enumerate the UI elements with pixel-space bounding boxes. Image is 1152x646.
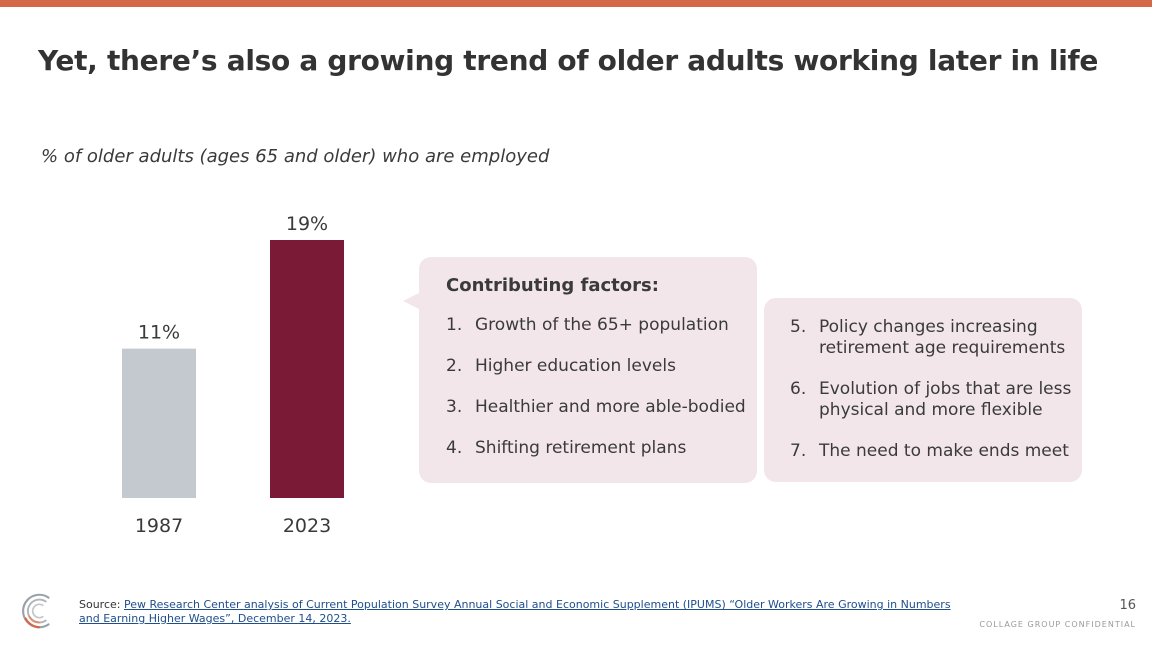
category-label-1987: 1987	[135, 515, 183, 537]
collage-group-logo-icon	[22, 593, 50, 629]
factor-number: 1.	[446, 315, 463, 335]
factor-item: 6. Evolution of jobs that are less physic…	[790, 379, 1072, 421]
factor-item: 7. The need to make ends meet	[790, 441, 1072, 462]
bar-2023	[270, 240, 344, 498]
factor-list-left: 1. Growth of the 65+ population 2. Higher …	[446, 315, 747, 459]
factor-item: 1. Growth of the 65+ population	[446, 315, 747, 336]
source-link[interactable]: Pew Research Center analysis of Current …	[79, 598, 951, 625]
category-label-2023: 2023	[283, 515, 331, 537]
factor-item: 5. Policy changes increasing retirement a…	[790, 317, 1072, 359]
factor-number: 5.	[790, 317, 807, 337]
bar-1987	[122, 348, 196, 498]
factor-list-right: 5. Policy changes increasing retirement a…	[790, 317, 1072, 462]
chart-subtitle: % of older adults (ages 65 and older) wh…	[41, 146, 550, 167]
data-label-1987: 11%	[138, 322, 180, 344]
data-label-2023: 19%	[286, 213, 328, 235]
factors-panel-left: Contributing factors: 1. Growth of the 65…	[403, 257, 757, 483]
top-accent-bar	[0, 0, 1152, 7]
factor-number: 2.	[446, 356, 463, 376]
page-number: 16	[1119, 598, 1136, 613]
factor-text: Evolution of jobs that are less physical…	[819, 379, 1072, 420]
factor-number: 7.	[790, 441, 807, 461]
factor-text: Shifting retirement plans	[475, 438, 687, 458]
factors-heading: Contributing factors:	[446, 275, 659, 296]
factor-text: Growth of the 65+ population	[475, 315, 729, 335]
factor-number: 3.	[446, 397, 463, 417]
factor-item: 2. Higher education levels	[446, 356, 747, 377]
factor-text: Healthier and more able-bodied	[475, 397, 746, 417]
factor-text: Higher education levels	[475, 356, 676, 376]
bar-chart: 11% 1987 19% 2023	[122, 213, 344, 537]
source-citation: Source: Pew Research Center analysis of …	[79, 598, 959, 626]
factor-text: Policy changes increasing retirement age…	[819, 317, 1066, 358]
confidential-label: COLLAGE GROUP CONFIDENTIAL	[979, 620, 1136, 629]
source-prefix: Source:	[79, 598, 121, 611]
factor-number: 4.	[446, 438, 463, 458]
factor-number: 6.	[790, 379, 807, 399]
factor-item: 4. Shifting retirement plans	[446, 438, 747, 459]
factors-panel-right: 5. Policy changes increasing retirement a…	[764, 298, 1082, 482]
factor-text: The need to make ends meet	[819, 441, 1069, 461]
factor-item: 3. Healthier and more able-bodied	[446, 397, 747, 418]
slide-title: Yet, there’s also a growing trend of old…	[38, 44, 1099, 77]
